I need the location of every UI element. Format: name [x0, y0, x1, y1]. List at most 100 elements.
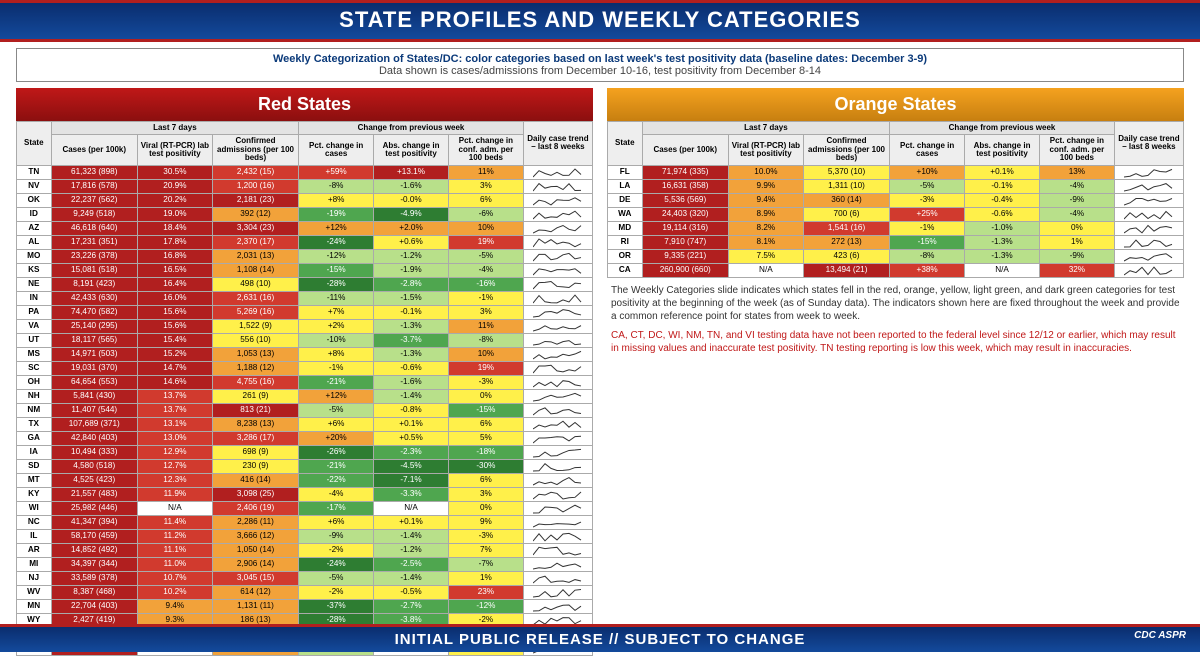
- sparkline-cell: [1114, 193, 1183, 207]
- data-cell: -30%: [448, 459, 523, 473]
- data-cell: 2,432 (15): [212, 165, 298, 179]
- data-cell: -5%: [299, 403, 374, 417]
- sparkline-cell: [523, 515, 592, 529]
- data-cell: -22%: [299, 473, 374, 487]
- data-cell: 22,704 (403): [51, 599, 137, 613]
- data-cell: -2.3%: [374, 445, 449, 459]
- data-cell: +2%: [299, 319, 374, 333]
- data-cell: 416 (14): [212, 473, 298, 487]
- state-cell: NC: [17, 515, 52, 529]
- table-row: PA74,470 (582)15.6%5,269 (16)+7%-0.1%3%: [17, 305, 593, 319]
- data-cell: 3%: [448, 305, 523, 319]
- data-cell: +0.1%: [965, 165, 1040, 179]
- data-cell: -37%: [299, 599, 374, 613]
- table-row: RI7,910 (747)8.1%272 (13)-15%-1.3%1%: [608, 235, 1184, 249]
- sparkline-cell: [523, 277, 592, 291]
- state-cell: FL: [608, 165, 643, 179]
- data-cell: -3%: [448, 529, 523, 543]
- table-row: FL71,974 (335)10.0%5,370 (10)+10%+0.1%13…: [608, 165, 1184, 179]
- state-cell: NE: [17, 277, 52, 291]
- table-row: NJ33,589 (378)10.7%3,045 (15)-5%-1.4%1%: [17, 571, 593, 585]
- group-last7: Last 7 days: [51, 122, 299, 135]
- sparkline-cell: [523, 585, 592, 599]
- data-cell: 9.4%: [137, 599, 212, 613]
- data-cell: 16.8%: [137, 249, 212, 263]
- data-cell: 272 (13): [803, 235, 889, 249]
- table-row: NC41,347 (394)11.4%2,286 (11)+6%+0.1%9%: [17, 515, 593, 529]
- sparkline-cell: [523, 319, 592, 333]
- footer-band: INITIAL PUBLIC RELEASE // SUBJECT TO CHA…: [0, 624, 1200, 652]
- data-cell: 2,286 (11): [212, 515, 298, 529]
- data-cell: +0.5%: [374, 431, 449, 445]
- data-cell: 23%: [448, 585, 523, 599]
- sparkline-cell: [1114, 207, 1183, 221]
- data-cell: 15.2%: [137, 347, 212, 361]
- state-cell: OR: [608, 249, 643, 263]
- data-cell: 8,238 (13): [212, 417, 298, 431]
- table-row: OH64,654 (553)14.6%4,755 (16)-21%-1.6%-3…: [17, 375, 593, 389]
- data-cell: 11.2%: [137, 529, 212, 543]
- sparkline-cell: [523, 333, 592, 347]
- sparkline-cell: [523, 445, 592, 459]
- data-cell: 2,370 (17): [212, 235, 298, 249]
- subtitle-line2: Data shown is cases/admissions from Dece…: [23, 65, 1177, 77]
- data-cell: -26%: [299, 445, 374, 459]
- data-cell: -12%: [448, 599, 523, 613]
- data-cell: 3%: [448, 179, 523, 193]
- data-cell: -16%: [448, 277, 523, 291]
- col-cases: Cases (per 100k): [51, 135, 137, 165]
- data-cell: -1.2%: [374, 249, 449, 263]
- orange-states-table: State Last 7 days Change from previous w…: [607, 121, 1184, 278]
- table-row: DE5,536 (569)9.4%360 (14)-3%-0.4%-9%: [608, 193, 1184, 207]
- data-cell: -0.8%: [374, 403, 449, 417]
- data-cell: -4.9%: [374, 207, 449, 221]
- table-row: TX107,689 (371)13.1%8,238 (13)+6%+0.1%6%: [17, 417, 593, 431]
- sparkline-cell: [1114, 221, 1183, 235]
- group-change: Change from previous week: [890, 122, 1115, 135]
- data-cell: 64,654 (553): [51, 375, 137, 389]
- data-cell: 32%: [1039, 263, 1114, 277]
- state-cell: SD: [17, 459, 52, 473]
- state-cell: LA: [608, 179, 643, 193]
- sparkline-cell: [523, 221, 592, 235]
- sparkline-cell: [523, 487, 592, 501]
- table-row: WV8,387 (468)10.2%614 (12)-2%-0.5%23%: [17, 585, 593, 599]
- state-cell: TX: [17, 417, 52, 431]
- state-cell: DE: [608, 193, 643, 207]
- table-row: MN22,704 (403)9.4%1,131 (11)-37%-2.7%-12…: [17, 599, 593, 613]
- state-cell: RI: [608, 235, 643, 249]
- col-acp: Abs. change in test positivity: [374, 135, 449, 165]
- data-cell: 0%: [448, 389, 523, 403]
- sparkline-cell: [523, 263, 592, 277]
- sparkline-cell: [523, 361, 592, 375]
- data-cell: 3,098 (25): [212, 487, 298, 501]
- data-cell: -24%: [299, 557, 374, 571]
- page-title: STATE PROFILES AND WEEKLY CATEGORIES: [0, 0, 1200, 42]
- data-cell: -4%: [448, 263, 523, 277]
- data-cell: 8.2%: [728, 221, 803, 235]
- data-cell: 3,045 (15): [212, 571, 298, 585]
- data-cell: 13,494 (21): [803, 263, 889, 277]
- data-cell: 1%: [448, 571, 523, 585]
- data-cell: 11.0%: [137, 557, 212, 571]
- data-cell: 0%: [448, 501, 523, 515]
- data-cell: 20.9%: [137, 179, 212, 193]
- data-cell: -8%: [299, 179, 374, 193]
- data-cell: N/A: [965, 263, 1040, 277]
- state-cell: IA: [17, 445, 52, 459]
- data-cell: -1.4%: [374, 389, 449, 403]
- data-cell: 11.4%: [137, 515, 212, 529]
- data-cell: 17,231 (351): [51, 235, 137, 249]
- data-cell: 1,541 (16): [803, 221, 889, 235]
- group-change: Change from previous week: [299, 122, 524, 135]
- sparkline-cell: [523, 431, 592, 445]
- data-cell: -24%: [299, 235, 374, 249]
- state-cell: NM: [17, 403, 52, 417]
- data-cell: -3%: [890, 193, 965, 207]
- table-head: State Last 7 days Change from previous w…: [17, 122, 593, 166]
- state-cell: CA: [608, 263, 643, 277]
- sparkline-cell: [523, 473, 592, 487]
- data-cell: 4,525 (423): [51, 473, 137, 487]
- state-cell: NV: [17, 179, 52, 193]
- data-cell: 41,347 (394): [51, 515, 137, 529]
